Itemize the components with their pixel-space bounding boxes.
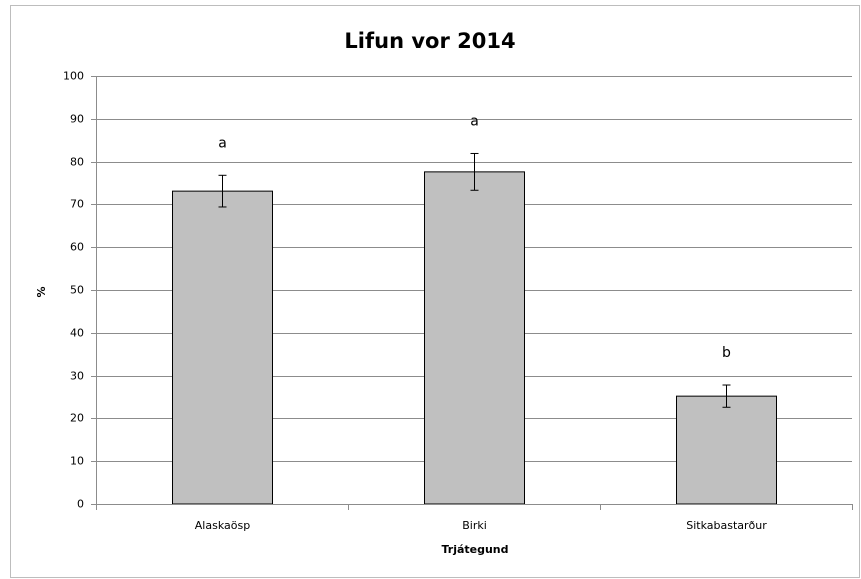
y-tick-label: 100 xyxy=(63,70,84,83)
chart-title: Lifun vor 2014 xyxy=(344,29,515,53)
bar xyxy=(676,395,777,505)
y-axis-label: % xyxy=(35,286,48,297)
y-tick-label: 70 xyxy=(70,198,84,211)
x-tick-label: Alaskaösp xyxy=(195,519,250,532)
annotation: a xyxy=(218,135,227,151)
x-tick-label: Sitkabastarður xyxy=(686,519,767,532)
y-tick-label: 20 xyxy=(70,412,84,425)
y-tick-label: 40 xyxy=(70,327,84,340)
y-tick-label: 0 xyxy=(77,498,84,511)
annotation: b xyxy=(722,345,731,361)
y-tick-label: 60 xyxy=(70,241,84,254)
bar xyxy=(424,171,525,505)
y-tick-label: 30 xyxy=(70,370,84,383)
y-tick-label: 80 xyxy=(70,156,84,169)
y-tick-label: 10 xyxy=(70,455,84,468)
y-tick-label: 50 xyxy=(70,284,84,297)
x-tick-label: Birki xyxy=(462,519,487,532)
bar xyxy=(172,190,273,505)
x-axis-label: Trjátegund xyxy=(441,543,508,556)
y-tick-label: 90 xyxy=(70,113,84,126)
annotation: a xyxy=(470,113,479,129)
